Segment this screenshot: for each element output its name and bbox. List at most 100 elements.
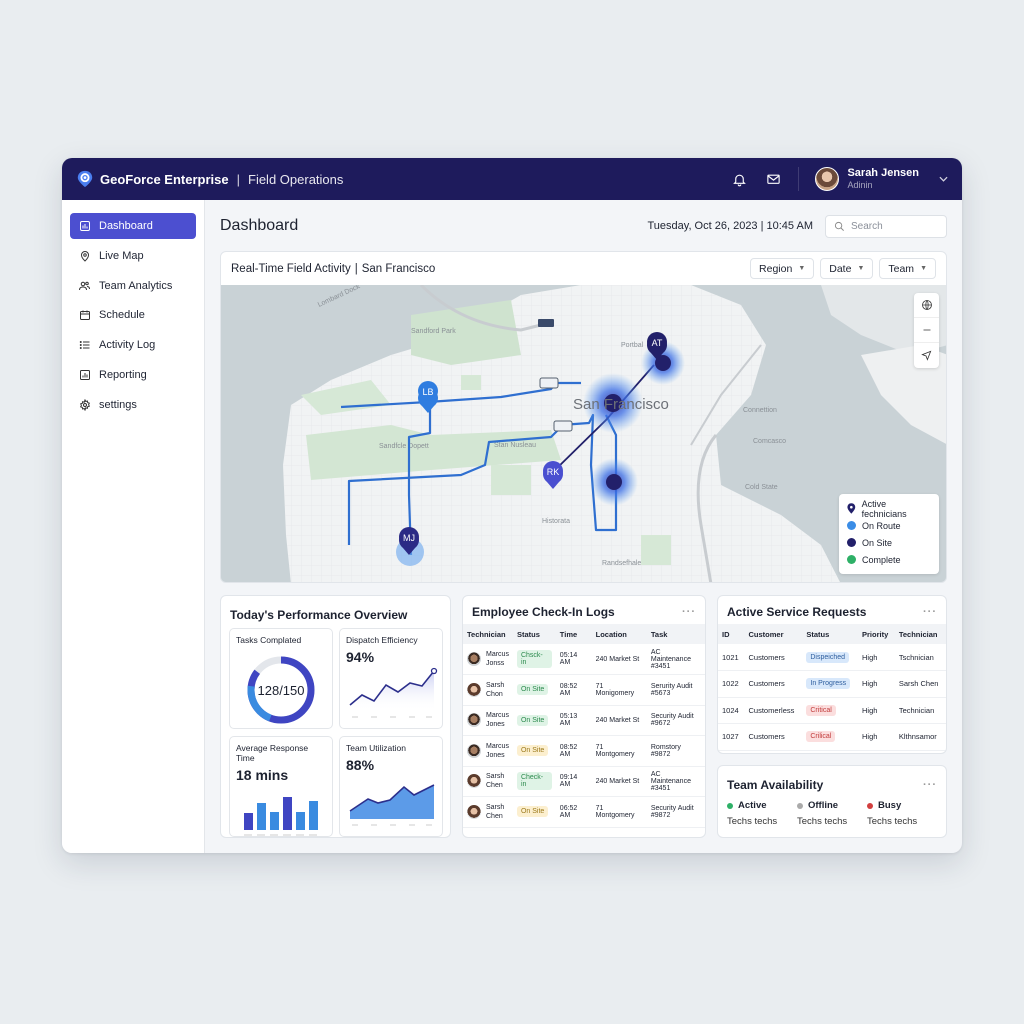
sidebar-item-settings[interactable]: settings [70, 392, 196, 418]
column-header[interactable]: Task [646, 624, 705, 644]
technician-marker-lb[interactable]: LB [418, 381, 438, 413]
column-header[interactable]: Location [591, 624, 647, 644]
sidebar-item-label: Activity Log [99, 339, 156, 352]
date-filter[interactable]: Date ▼ [820, 258, 874, 279]
table-row[interactable]: 1021 Customers Dispeiched High Tschnicia… [718, 644, 946, 671]
avatar [467, 743, 481, 758]
avatar [467, 804, 481, 819]
status-badge: On Site [516, 714, 549, 726]
location-cell: 240 Market St [591, 644, 647, 675]
table-row[interactable]: Marcus Jones On Site 08:52 AM 71 Montgome… [463, 735, 705, 767]
vehicle-icon[interactable] [553, 420, 573, 432]
marker-initials: LB [422, 387, 433, 397]
sidebar-item-activity-log[interactable]: Activity Log [70, 332, 196, 358]
customer-cell: Customers [744, 670, 803, 698]
status-badge: Check-in [516, 772, 552, 791]
availability-offline[interactable]: Offline Techs techs [797, 800, 867, 827]
user-role: Adinin [847, 180, 873, 190]
location-cell: 240 Market St [591, 766, 647, 797]
marker-initials: AT [652, 338, 663, 348]
table-row[interactable]: 1024 Customerless Critical High Technici… [718, 697, 946, 724]
task-id: #9672 [650, 720, 671, 728]
marker-initials: RK [547, 467, 560, 477]
team-availability-card: Team Availability ··· Active Techs techs… [717, 765, 947, 838]
column-header[interactable]: Technician [894, 624, 946, 644]
user-menu[interactable]: Sarah Jensen Adinin [815, 167, 948, 191]
more-options-icon[interactable]: ··· [682, 605, 696, 618]
sidebar-item-schedule[interactable]: Schedule [70, 302, 196, 328]
task-name: Security Audit [650, 804, 694, 812]
technician-marker-mj[interactable]: MJ [399, 527, 419, 555]
brand-name: GeoForce Enterprise [100, 171, 229, 187]
column-header[interactable]: Time [555, 624, 592, 644]
sidebar-item-reporting[interactable]: Reporting [70, 362, 196, 388]
more-options-icon[interactable]: ··· [923, 778, 937, 791]
place-label: Stan Nusleau [494, 442, 536, 449]
brand-separator: | [236, 171, 240, 187]
status-badge: Chsck-in [516, 650, 552, 668]
tech-last-name: Chon [486, 690, 503, 698]
dashboard-icon [78, 220, 91, 233]
globe-icon[interactable] [914, 293, 939, 318]
place-label: Connettion [743, 407, 777, 414]
sidebar-item-team-analytics[interactable]: Team Analytics [70, 273, 196, 299]
mail-icon[interactable] [764, 170, 782, 188]
region-filter[interactable]: Region ▼ [750, 258, 815, 279]
locate-icon[interactable] [914, 343, 939, 368]
field-activity-map-card: Real-Time Field Activity | San Francisco… [220, 251, 947, 583]
app-window: GeoForce Enterprise | Field Operations S… [62, 158, 962, 853]
chevron-down-icon[interactable] [939, 174, 948, 185]
vehicle-icon[interactable] [539, 377, 559, 389]
live-map[interactable]: Sandford Park Portbal Connettion Comcasc… [221, 285, 946, 582]
filter-label: Team [888, 262, 915, 275]
sidebar-item-live-map[interactable]: Live Map [70, 243, 196, 269]
column-header[interactable]: Status [512, 624, 556, 644]
column-header[interactable]: Customer [744, 624, 803, 644]
search-input[interactable] [851, 220, 941, 232]
team-utilization-kpi[interactable]: Team Utilization 88% [339, 736, 443, 837]
task-name: AC Maintenance [650, 770, 691, 785]
table-row[interactable]: 1022 Customers In Progress High Sarsh Ch… [718, 670, 946, 698]
more-options-icon[interactable]: ··· [923, 605, 937, 618]
column-header[interactable]: Technician [463, 624, 513, 644]
table-row[interactable]: Marcus Jones On Site 05:13 AM 240 Market … [463, 705, 705, 736]
technician-marker-at[interactable]: AT [647, 332, 667, 360]
table-row[interactable]: 1027 Customers Crilical High Klthnsamor [718, 723, 946, 751]
brand[interactable]: GeoForce Enterprise | Field Operations [76, 170, 343, 188]
tasks-value: 128/150 [258, 683, 305, 698]
time-cell: 09:14 AM [555, 766, 592, 797]
divider [798, 167, 800, 191]
sidebar-item-dashboard[interactable]: Dashboard [70, 213, 196, 239]
bell-icon[interactable] [730, 170, 748, 188]
tech-first-name: Marcus [486, 712, 509, 720]
sidebar-item-label: Team Analytics [99, 279, 173, 292]
avg-response-kpi[interactable]: Average Response Time 18 mins [229, 736, 333, 837]
technician-cell: Sarsh Chen [894, 670, 946, 698]
column-header[interactable]: Priority [858, 624, 895, 644]
status-badge: On Site [516, 684, 549, 696]
technician-marker-rk[interactable]: RK [543, 461, 563, 489]
availability-busy[interactable]: Busy Techs techs [867, 800, 937, 827]
task-name: Romstory [650, 743, 681, 751]
tasks-completed-kpi[interactable]: Tasks Complated 128/150 [229, 628, 333, 729]
location-cell: 71 Monigomery [591, 674, 647, 706]
table-row[interactable]: Sarsh Chen Check-in 09:14 AM 240 Market S… [463, 766, 705, 797]
legend-item: On Route [847, 517, 931, 534]
table-row[interactable]: Marcus Jonss Chsck-in 05:14 AM 240 Market… [463, 644, 705, 675]
top-bar: GeoForce Enterprise | Field Operations S… [62, 158, 962, 200]
request-id: 1027 [718, 723, 745, 751]
availability-active[interactable]: Active Techs techs [727, 800, 797, 827]
table-row[interactable]: Sarsh Chon On Site 08:52 AM 71 Monigomery… [463, 674, 705, 706]
column-header[interactable]: ID [718, 624, 745, 644]
zoom-out-icon[interactable] [914, 318, 939, 343]
legend-label: Active fechnicians [861, 498, 907, 519]
avatar [815, 167, 840, 191]
column-header[interactable]: Status [802, 624, 859, 644]
search-box[interactable] [825, 214, 947, 238]
tasks-donut-chart: 128/150 [247, 656, 315, 724]
offline-status-dot-icon [797, 802, 803, 809]
tech-last-name: Jones [486, 721, 505, 729]
table-row[interactable]: Sarsh Chen On Site 06:52 AM 71 Montgomery… [463, 796, 705, 828]
dispatch-efficiency-kpi[interactable]: Dispatch Efficiency 94% [339, 628, 443, 729]
team-filter[interactable]: Team ▼ [879, 258, 936, 279]
